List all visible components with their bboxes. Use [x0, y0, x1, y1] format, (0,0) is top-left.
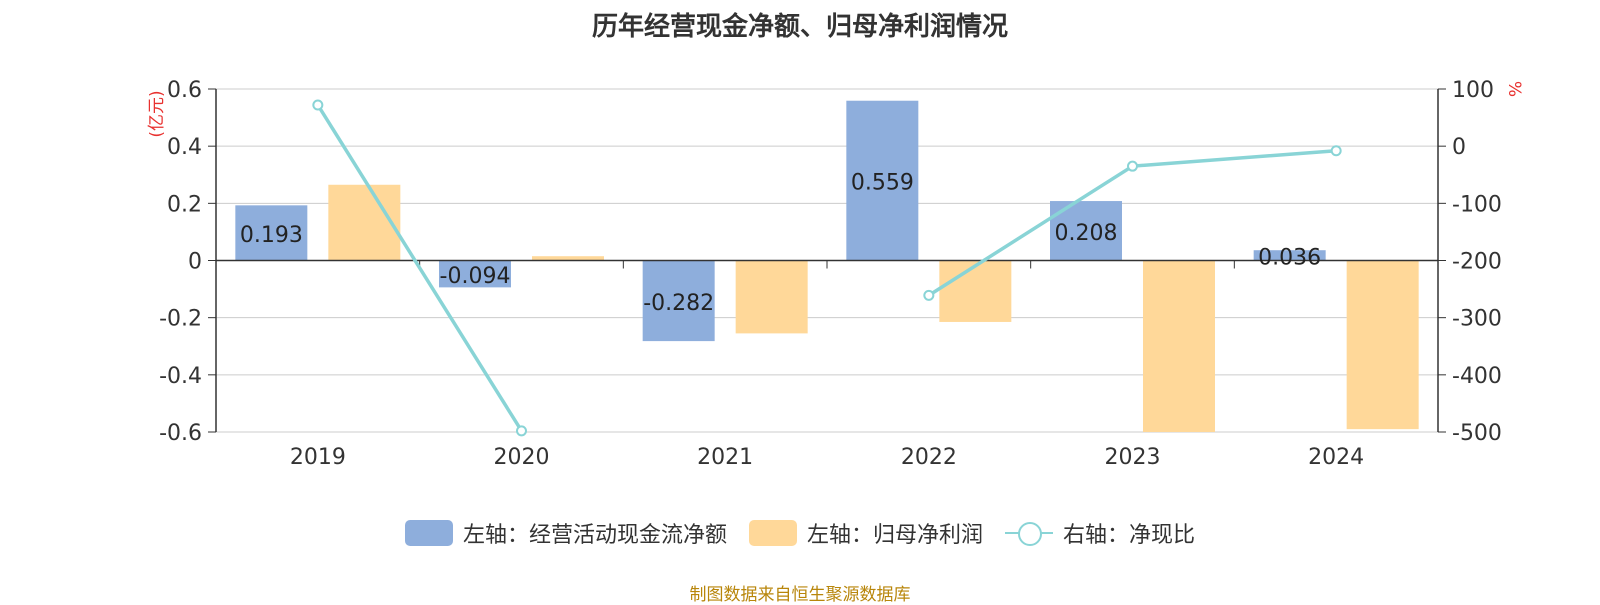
- legend-label-net-profit: 左轴：归母净利润: [806, 523, 983, 548]
- right-tick-label: -300: [1452, 307, 1502, 332]
- bar-cash-flow: [846, 100, 919, 261]
- ratio-point: [923, 289, 935, 301]
- left-tick-label: 0.6: [167, 78, 202, 103]
- chart-title: 历年经营现金净额、归母净利润情况: [591, 12, 1008, 42]
- right-tick-label: 0: [1452, 135, 1466, 160]
- bar-cash-flow: [235, 205, 308, 261]
- left-tick-label: 0: [188, 250, 202, 275]
- legend-swatch-cash-flow: [404, 520, 453, 546]
- bar-cash-flow: [1253, 250, 1326, 261]
- bar-net-profit: [939, 260, 1012, 322]
- ratio-line: [316, 104, 523, 432]
- right-tick-label: -200: [1452, 250, 1502, 275]
- ratio-point: [312, 99, 324, 111]
- category-label: 2022: [901, 445, 957, 470]
- left-tick-label: 0.2: [167, 192, 202, 217]
- legend-item-cash-flow[interactable]: 左轴：经营活动现金流净额: [404, 517, 727, 549]
- category-label: 2024: [1308, 445, 1364, 470]
- legend-label-cash-flow: 左轴：经营活动现金流净额: [462, 523, 727, 548]
- bar-value-label: -0.282: [643, 291, 714, 316]
- left-tick-label: -0.2: [159, 307, 202, 332]
- category-label: 2021: [697, 445, 753, 470]
- bar-cash-flow: [439, 260, 511, 288]
- left-tick-label: -0.4: [159, 364, 202, 389]
- legend-item-ratio[interactable]: 右轴：净现比: [1005, 517, 1195, 549]
- category-label: 2020: [494, 445, 550, 470]
- legend-item-net-profit[interactable]: 左轴：归母净利润: [748, 517, 983, 549]
- ratio-point: [1330, 145, 1342, 157]
- axis-layer: 0.6 0.4 0.2 0 -0.2 -0.4 -0.6 100 0 -100 -200 -300 -4…: [147, 78, 1524, 470]
- bar-value-label: 0.193: [240, 223, 303, 248]
- category-label: 2023: [1105, 445, 1161, 470]
- legend-swatch-net-profit: [748, 520, 797, 546]
- ratio-point: [1127, 160, 1138, 172]
- left-unit-label: (亿元): [147, 90, 167, 137]
- bar-value-label: -0.094: [440, 264, 511, 289]
- left-tick-label: 0.4: [167, 135, 202, 160]
- legend: 左轴：经营活动现金流净额 左轴：归母净利润 右轴：净现比: [0, 517, 1600, 549]
- category-label: 2019: [290, 445, 346, 470]
- bar-value-label: 0.559: [851, 171, 914, 196]
- ratio-point: [516, 425, 527, 437]
- right-tick-label: 100: [1452, 78, 1494, 103]
- bar-net-profit: [328, 184, 401, 261]
- bar-net-profit: [735, 260, 808, 334]
- line-layer: [312, 99, 1342, 437]
- legend-swatch-ratio: [1005, 520, 1053, 546]
- left-tick-label: -0.6: [159, 421, 202, 446]
- legend-label-ratio: 右轴：净现比: [1063, 523, 1196, 548]
- right-tick-label: -500: [1452, 421, 1502, 446]
- source-note: 制图数据来自恒生聚源数据库: [689, 585, 911, 605]
- bar-net-profit: [1346, 260, 1419, 430]
- bars-layer: [235, 100, 1419, 432]
- right-tick-label: -400: [1452, 364, 1502, 389]
- bar-net-profit: [532, 256, 604, 261]
- bar-net-profit: [1143, 260, 1215, 432]
- bar-cash-flow: [642, 260, 715, 342]
- right-tick-label: -100: [1452, 192, 1502, 217]
- labels-layer: 0.193 -0.094 -0.282 0.559 0.208 0.036: [240, 171, 1321, 316]
- bar-value-label: 0.208: [1055, 221, 1118, 246]
- bar-value-label: 0.036: [1258, 245, 1321, 270]
- right-unit-label: %: [1504, 81, 1524, 97]
